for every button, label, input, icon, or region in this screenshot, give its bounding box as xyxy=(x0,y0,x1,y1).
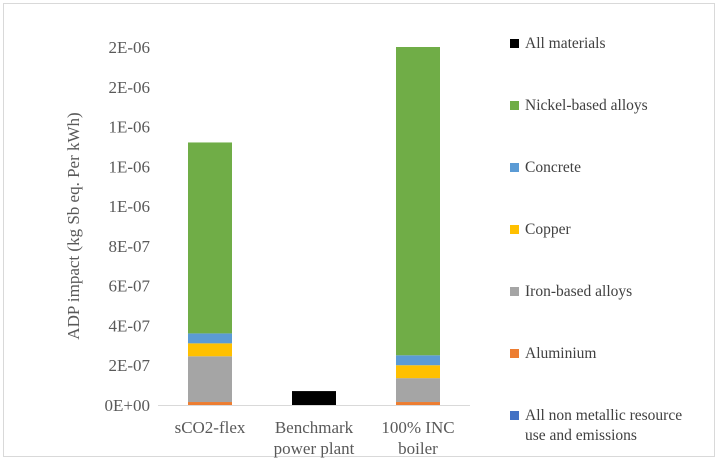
category-label: boiler xyxy=(398,439,438,458)
y-axis-title: ADP impact (kg Sb eq. Per kWh) xyxy=(64,112,83,339)
bar-segment xyxy=(188,356,232,403)
y-axis-ticks: 0E+00 2E-07 4E-07 6E-07 8E-07 1E-06 1E-06 1E-06… xyxy=(105,38,151,415)
legend-label: Iron-based alloys xyxy=(525,283,632,300)
category-label: sCO2-flex xyxy=(175,418,246,437)
legend-swatch xyxy=(510,163,519,172)
bar-segment xyxy=(396,402,440,405)
bar-segment xyxy=(292,391,336,405)
y-tick-label: 2E-07 xyxy=(108,356,150,375)
legend: All materials Nickel-based alloys Concrete… xyxy=(510,35,682,444)
y-tick-label: 1E-06 xyxy=(108,197,150,216)
legend-label: Concrete xyxy=(525,159,581,176)
y-tick-label: 8E-07 xyxy=(108,237,150,256)
category-label: Benchmark xyxy=(275,418,354,437)
legend-label: All non metallic resource xyxy=(525,407,682,424)
bar-segment xyxy=(188,142,232,334)
category-labels: sCO2-flex Benchmark power plant 100% INC boi… xyxy=(175,418,455,458)
category-label: 100% INC xyxy=(381,418,454,437)
y-tick-label: 2E-06 xyxy=(108,38,150,57)
y-tick-label: 4E-07 xyxy=(108,316,150,335)
bar-segment xyxy=(396,47,440,356)
y-tick-label: 6E-07 xyxy=(108,277,150,296)
y-tick-label: 2E-06 xyxy=(108,78,150,97)
legend-swatch xyxy=(510,225,519,234)
chart-frame xyxy=(3,3,715,457)
bar-segment xyxy=(396,355,440,366)
bars-group xyxy=(188,47,440,405)
bar-segment xyxy=(188,333,232,344)
legend-label: Nickel-based alloys xyxy=(525,97,648,114)
bar-segment xyxy=(188,343,232,357)
y-tick-label: 1E-06 xyxy=(108,118,150,137)
category-label: power plant xyxy=(274,439,355,458)
y-tick-label: 1E-06 xyxy=(108,157,150,176)
legend-swatch xyxy=(510,411,519,420)
bar-segment xyxy=(396,365,440,379)
legend-label: All materials xyxy=(525,35,606,52)
legend-label: use and emissions xyxy=(525,427,637,444)
legend-swatch xyxy=(510,101,519,110)
bar-segment xyxy=(188,402,232,405)
bar-segment xyxy=(396,378,440,403)
legend-swatch xyxy=(510,287,519,296)
y-tick-label: 0E+00 xyxy=(105,396,150,415)
legend-swatch xyxy=(510,39,519,48)
legend-swatch xyxy=(510,349,519,358)
legend-label: Aluminium xyxy=(525,345,596,362)
legend-label: Copper xyxy=(525,221,571,238)
